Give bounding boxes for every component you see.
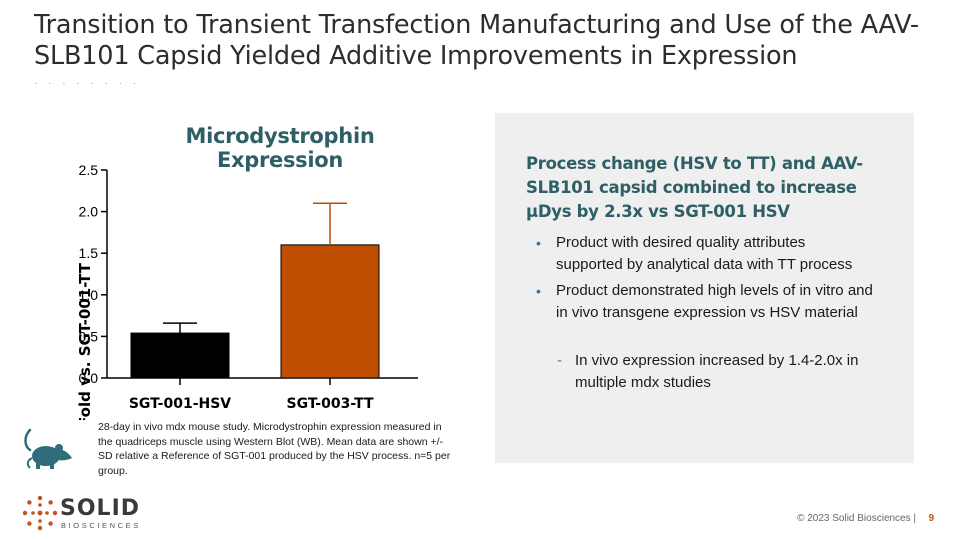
- y-tick-label: 1.5: [79, 245, 99, 261]
- mouse-icon: [24, 428, 72, 469]
- bullet-item: • Product demonstrated high levels of in…: [536, 280, 876, 324]
- panel-heading: Process change (HSV to TT) and AAV-SLB10…: [526, 154, 863, 221]
- chart-title: Microdystrophin Expression: [185, 124, 375, 172]
- sub-bullet-marker: -: [557, 352, 562, 369]
- y-axis-label: Fold vs. SGT-001-TT: [76, 262, 94, 420]
- chart-caption: 28-day in vivo mdx mouse study. Microdys…: [98, 421, 451, 477]
- sub-bullet-item: - In vivo expression increased by 1.4-2.…: [557, 350, 885, 394]
- bullet-text: Product demonstrated high levels of in v…: [556, 282, 873, 321]
- slide-title: Transition to Transient Transfection Man…: [34, 10, 919, 71]
- bullet-item: • Product with desired quality attribute…: [536, 232, 876, 276]
- footer-copyright: © 2023 Solid Biosciences |: [797, 513, 916, 524]
- bar: [280, 244, 380, 379]
- summary-panel: Process change (HSV to TT) and AAV-SLB10…: [495, 113, 914, 463]
- y-tick-label: 1.0: [79, 287, 99, 303]
- logo-subtitle: BIOSCIENCES: [61, 521, 141, 530]
- bullet-marker: •: [536, 283, 541, 299]
- page-number: 9: [928, 513, 934, 524]
- plot-area: 0.0 0.5 1.0 1.5 2.0 2.5 SGT-001-HSV SGT-003-TT: [79, 162, 418, 412]
- y-tick-label: 2.5: [79, 162, 99, 178]
- y-tick-label: 2.0: [79, 204, 99, 220]
- bullet-marker: •: [536, 235, 541, 251]
- bullet-text: Product with desired quality attributes …: [556, 234, 853, 273]
- bar: [130, 332, 230, 379]
- y-tick-label: 0.5: [79, 328, 99, 344]
- title-divider-dots: · · · · · · · ·: [34, 78, 141, 89]
- bar-chart: Fold vs. SGT-001-TT 0.0 0.5 1.0 1.5 2.0 2.5 SG…: [76, 162, 418, 420]
- y-tick-label: 0.0: [79, 370, 99, 386]
- sub-bullet-text: In vivo expression increased by 1.4-2.0x…: [575, 352, 859, 391]
- solid-logo-icon: [22, 495, 58, 531]
- logo-wordmark: SOLID: [60, 496, 141, 521]
- x-tick-label: SGT-003-TT: [286, 396, 373, 412]
- x-tick-label: SGT-001-HSV: [129, 396, 231, 412]
